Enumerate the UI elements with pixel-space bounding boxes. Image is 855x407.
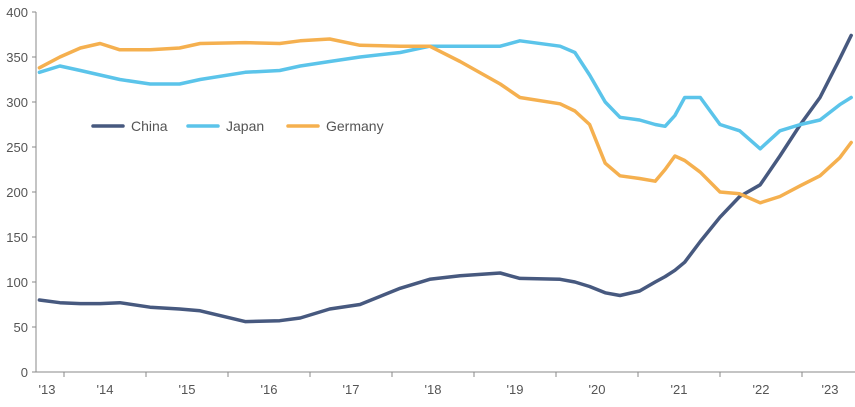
x-tick-label: '15 xyxy=(179,382,196,397)
x-tick-label: '22 xyxy=(753,382,770,397)
x-tick-label: '20 xyxy=(589,382,606,397)
y-tick-label: 200 xyxy=(6,185,28,200)
series-line-germany xyxy=(37,37,853,205)
x-tick-label: '16 xyxy=(261,382,278,397)
series-line-japan xyxy=(37,39,853,151)
x-tick-label: '17 xyxy=(343,382,360,397)
y-tick-label: 150 xyxy=(6,230,28,245)
series-line-china xyxy=(37,33,853,324)
x-tick-label: '13 xyxy=(39,382,56,397)
y-axis: 0 50 100 150 200 250 300 350 400 xyxy=(6,5,37,380)
y-tick-label: 350 xyxy=(6,50,28,65)
x-tick-label: '19 xyxy=(507,382,524,397)
legend-label: Germany xyxy=(326,118,384,134)
y-tick-label: 400 xyxy=(6,5,28,20)
x-tick-label: '23 xyxy=(822,382,839,397)
legend-label: Japan xyxy=(226,118,264,134)
legend-item-china: China xyxy=(91,118,168,134)
legend-item-japan: Japan xyxy=(186,118,264,134)
y-tick-label: 300 xyxy=(6,95,28,110)
y-tick-label: 0 xyxy=(21,365,28,380)
x-tick-label: '14 xyxy=(97,382,114,397)
legend: China Japan Germany xyxy=(91,118,384,134)
y-tick-label: 250 xyxy=(6,140,28,155)
series-lines xyxy=(37,33,853,324)
y-tick-label: 100 xyxy=(6,275,28,290)
x-tick-label: '18 xyxy=(425,382,442,397)
legend-label: China xyxy=(131,118,168,134)
y-tick-label: 50 xyxy=(14,320,28,335)
legend-item-germany: Germany xyxy=(286,118,384,134)
x-tick-label: '21 xyxy=(671,382,688,397)
x-axis: '13 '14 '15 '16 '17 '18 '19 '20 '21 '22 '23 xyxy=(36,371,855,397)
